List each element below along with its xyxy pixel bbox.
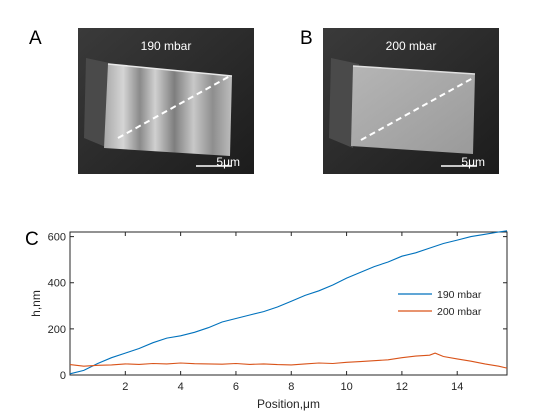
- micrograph-a-scalebar: 5μm: [216, 155, 240, 169]
- legend-entry: 190 mbar: [437, 289, 482, 301]
- micrograph-b-scalebar: 5μm: [461, 155, 485, 169]
- x-tick-label: 2: [122, 381, 128, 393]
- panel-label-a: A: [29, 28, 42, 49]
- micrograph-a: 190 mbar 5μm: [78, 28, 254, 174]
- legend-entry: 200 mbar: [437, 306, 482, 318]
- series-line-200-mbar: [69, 352, 508, 369]
- y-tick-label: 400: [48, 278, 66, 290]
- x-tick-label: 4: [178, 381, 184, 393]
- panel-label-b: B: [300, 28, 313, 49]
- x-tick-label: 8: [288, 381, 294, 393]
- micrograph-a-caption: 190 mbar: [140, 39, 192, 53]
- x-tick-label: 14: [451, 381, 463, 393]
- y-tick-label: 200: [48, 324, 66, 336]
- series-line-190-mbar: [69, 230, 508, 375]
- y-axis-label: h,nm: [29, 290, 43, 317]
- height-profile-chart: 2 4 6 8 10 12 14 0 200 400 600 Position,μm h,nm 190 m…: [29, 230, 508, 411]
- x-axis-label: Position,μm: [257, 397, 320, 411]
- x-tick-label: 6: [233, 381, 239, 393]
- micrograph-b-image: [323, 28, 499, 174]
- micrograph-a-image: [78, 28, 254, 174]
- y-tick-label: 0: [60, 370, 66, 382]
- x-tick-label: 10: [340, 381, 352, 393]
- y-tick-label: 600: [48, 232, 66, 244]
- x-tick-label: 12: [396, 381, 408, 393]
- plot-frame: [69, 231, 508, 376]
- panel-label-c: C: [25, 229, 39, 250]
- micrograph-b-caption: 200 mbar: [385, 39, 437, 53]
- micrograph-b: 200 mbar 5μm: [323, 28, 499, 174]
